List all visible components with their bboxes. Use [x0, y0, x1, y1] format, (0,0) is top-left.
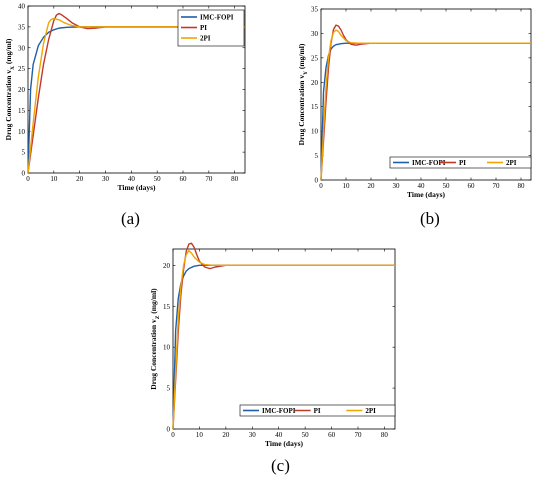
y-tick-label: 10: [18, 128, 26, 136]
legend-label: PI: [459, 159, 466, 167]
y-tick-label: 15: [311, 103, 319, 111]
y-axis-label: Drug Concentration vZ (mg/ml): [149, 288, 161, 390]
x-tick-label: 40: [418, 182, 426, 190]
x-tick-label: 30: [249, 431, 257, 439]
plot-area: [172, 248, 396, 430]
y-tick-label: 40: [18, 3, 26, 11]
series-line-pi: [172, 242, 395, 430]
series-line-pi: [27, 12, 245, 174]
x-tick-label: 20: [76, 175, 84, 183]
y-axis-label: Drug Concentration vY (mg/ml): [297, 43, 309, 145]
y-tick-label: 10: [311, 128, 319, 136]
x-tick-label: 70: [205, 175, 213, 183]
x-axis-label: Time (days): [265, 439, 303, 448]
y-tick-label: 20: [163, 262, 171, 270]
legend-label: IMC-FOPI: [200, 14, 234, 22]
y-tick-label: 30: [311, 30, 319, 38]
series-line-2pi: [27, 17, 245, 174]
y-tick-label: 5: [167, 385, 171, 393]
y-tick-label: 0: [22, 170, 26, 178]
x-tick-label: 80: [518, 182, 526, 190]
x-tick-label: 10: [50, 175, 58, 183]
x-tick-label: 70: [355, 431, 363, 439]
y-tick-label: 15: [18, 107, 26, 115]
x-tick-label: 50: [443, 182, 451, 190]
x-tick-label: 20: [222, 431, 230, 439]
y-tick-label: 30: [18, 44, 26, 52]
series-line-2pi: [320, 29, 531, 181]
caption-b: (b): [420, 209, 440, 228]
chart-panel-a: 0 10 20 30 40 50 60 70 80 0 5 10 15 20 25 30 35 40 Time (d…: [0, 0, 260, 200]
x-tick-label: 80: [231, 175, 239, 183]
x-tick-label: 50: [302, 431, 310, 439]
y-tick-label: 25: [311, 54, 319, 62]
legend-label: 2PI: [200, 35, 211, 43]
series-line-pi: [320, 24, 531, 181]
legend-label: 2PI: [365, 407, 376, 415]
x-tick-label: 80: [381, 431, 389, 439]
x-tick-label: 0: [171, 431, 175, 439]
legend-box: [239, 404, 396, 417]
x-tick-label: 60: [468, 182, 476, 190]
x-axis-label: Time (days): [407, 190, 445, 199]
x-tick-label: 10: [343, 182, 351, 190]
y-tick-label: 25: [18, 65, 26, 73]
y-tick-label: 5: [22, 149, 26, 157]
y-tick-label: 35: [311, 6, 319, 14]
legend-label: 2PI: [506, 159, 517, 167]
x-axis-label: Time (days): [118, 183, 156, 192]
y-tick-label: 20: [18, 86, 26, 94]
x-tick-label: 70: [493, 182, 501, 190]
chart-panel-c: 0 10 20 30 40 50 60 70 80 0 5 10 15 20 Time (days) Drug…: [137, 240, 402, 455]
y-tick-label: 15: [163, 303, 171, 311]
y-tick-label: 0: [315, 177, 319, 185]
caption-a: (a): [121, 209, 140, 228]
x-tick-label: 30: [393, 182, 401, 190]
x-tick-label: 60: [328, 431, 336, 439]
x-tick-label: 50: [154, 175, 162, 183]
x-tick-label: 10: [196, 431, 204, 439]
x-tick-label: 0: [26, 175, 30, 183]
y-tick-label: 10: [163, 344, 171, 352]
x-tick-label: 40: [128, 175, 136, 183]
caption-c: (c): [271, 456, 290, 475]
chart-c: 0 10 20 30 40 50 60 70 80 0 5 10 15 20 Time (days) Drug…: [149, 242, 396, 448]
y-tick-label: 0: [167, 426, 171, 434]
y-tick-label: 5: [315, 152, 319, 160]
x-tick-label: 40: [275, 431, 283, 439]
x-tick-label: 20: [368, 182, 376, 190]
y-tick-label: 20: [311, 79, 319, 87]
y-axis-label: Drug Concentration vX (mg/ml): [4, 38, 16, 140]
legend-label: PI: [200, 24, 207, 32]
legend-label: IMC-FOPI: [412, 159, 446, 167]
legend-label: PI: [314, 407, 321, 415]
chart-b: 0 10 20 30 40 50 60 70 80 0 5 10 15 20 25 30 35 Time (day…: [297, 6, 532, 199]
series-line-2pi: [172, 249, 395, 430]
x-tick-label: 0: [319, 182, 323, 190]
legend-box: [389, 156, 532, 169]
x-tick-label: 60: [180, 175, 188, 183]
y-tick-label: 35: [18, 23, 26, 31]
x-tick-label: 30: [102, 175, 110, 183]
legend-label: IMC-FOPI: [262, 407, 296, 415]
plot-area: [320, 8, 532, 181]
chart-panel-b: 0 10 20 30 40 50 60 70 80 0 5 10 15 20 25 30 35 Time (day…: [290, 0, 550, 215]
